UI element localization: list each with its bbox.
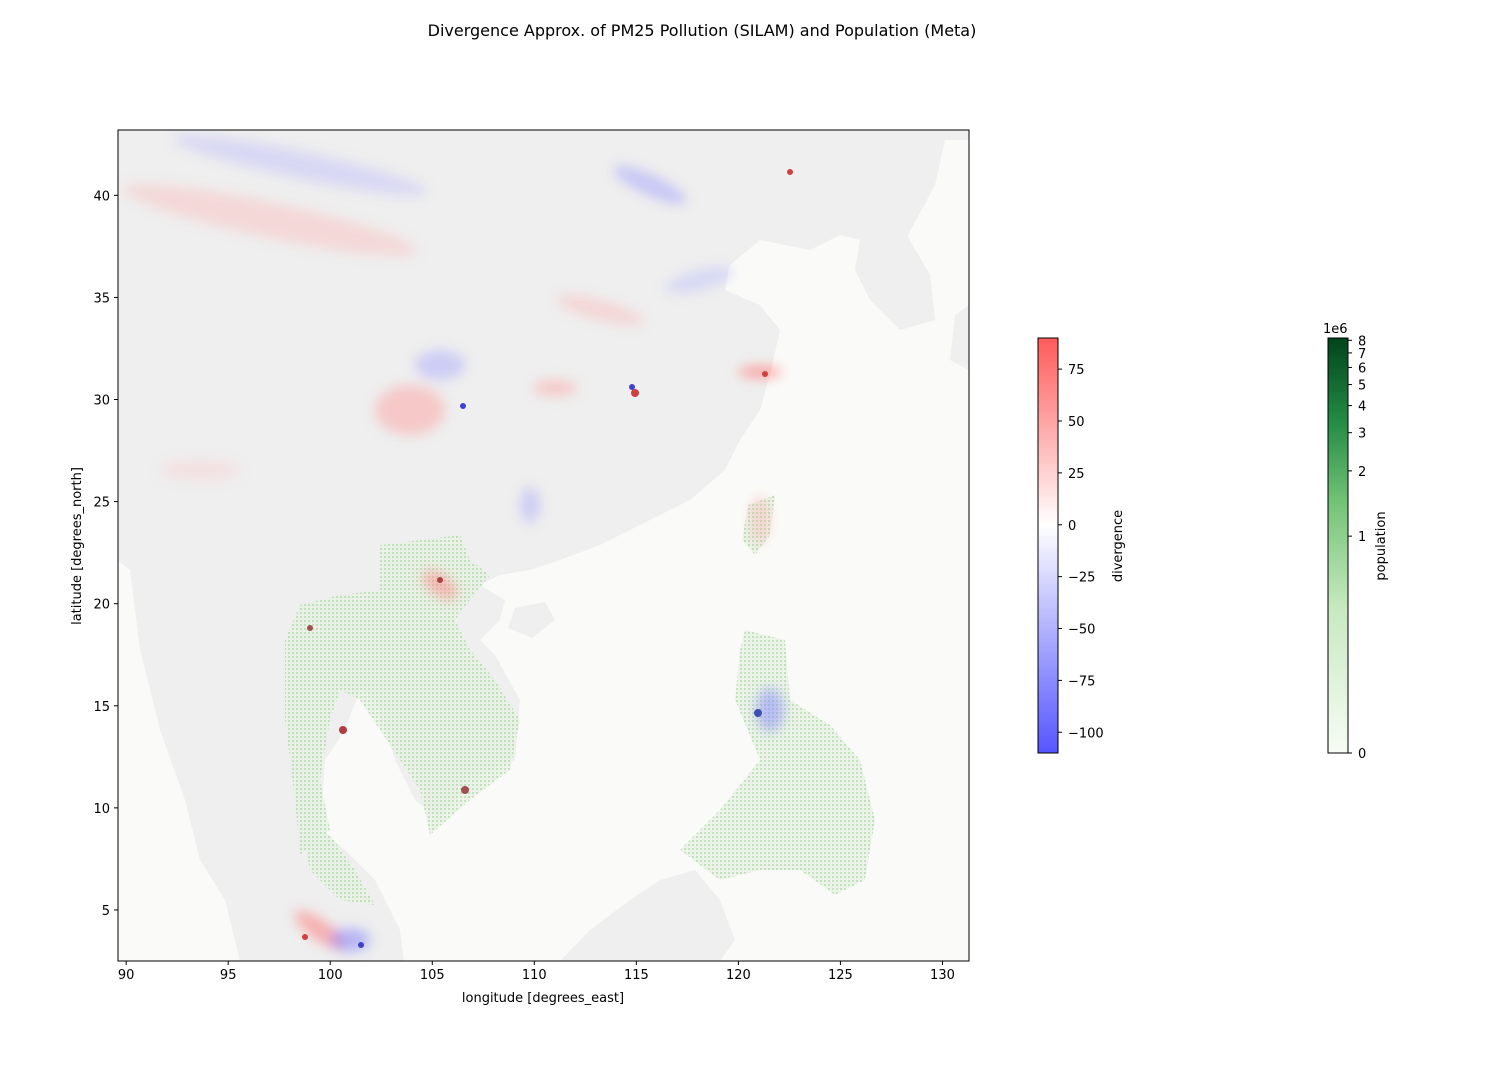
borneo	[560, 870, 735, 961]
y-tick-label: 40	[93, 189, 110, 204]
divergence-hotspot	[339, 726, 347, 734]
divergence-tick-label: 25	[1068, 467, 1085, 482]
x-tick-label: 125	[828, 968, 853, 983]
divergence-negative-area	[613, 165, 687, 205]
population-tick-label: 1	[1358, 530, 1366, 545]
divergence-negative-area	[330, 928, 370, 952]
divergence-negative-area	[666, 266, 734, 294]
population-colorbar-offset: 1e6	[1323, 322, 1348, 337]
divergence-colorbar: 75 50 25 0 −25 −50 −75 −100 divergence	[1037, 337, 1126, 754]
divergence-colorbar-gradient	[1037, 337, 1059, 754]
x-tick-label: 110	[522, 968, 547, 983]
divergence-tick-label: 75	[1068, 363, 1085, 378]
divergence-field	[123, 134, 784, 952]
divergence-positive-area	[533, 380, 577, 396]
divergence-tick-label: −75	[1068, 674, 1095, 689]
divergence-hotspots	[302, 169, 793, 948]
y-axis-label: latitude [degrees_north]	[70, 467, 85, 625]
y-axis-ticks: 5 10 15 20 25 30 35 40	[93, 189, 118, 919]
divergence-tick-label: −50	[1068, 623, 1095, 638]
divergence-tick-label: −25	[1068, 571, 1095, 586]
divergence-positive-area	[160, 460, 240, 480]
x-axis-ticks: 90 95 100 105 110 115 120 125 130	[118, 961, 955, 983]
divergence-hotspot	[358, 942, 364, 948]
population-tick-label: 0	[1358, 747, 1366, 762]
divergence-negative-area	[415, 350, 465, 380]
x-tick-label: 115	[624, 968, 649, 983]
divergence-hotspot	[787, 169, 793, 175]
divergence-hotspot	[762, 371, 768, 377]
hainan-island	[508, 602, 555, 638]
x-tick-label: 90	[118, 968, 135, 983]
divergence-hotspot	[307, 625, 313, 631]
map-frame	[117, 129, 970, 962]
divergence-positive-area	[556, 294, 644, 326]
y-tick-label: 10	[93, 802, 110, 817]
population-philippines	[680, 630, 875, 895]
x-tick-label: 100	[318, 968, 343, 983]
y-tick-label: 30	[93, 394, 110, 409]
population-colorbar-label: population	[1374, 511, 1389, 580]
population-indochina	[285, 535, 520, 855]
map-plot-area: 90 95 100 105 110 115 120 125 130 5 10 15 20 25 30 35 4…	[70, 129, 970, 1006]
x-tick-label: 95	[220, 968, 237, 983]
chart-title: Divergence Approx. of PM25 Pollution (SI…	[428, 21, 977, 40]
divergence-positive-area	[750, 495, 770, 545]
divergence-colorbar-ticks: 75 50 25 0 −25 −50 −75 −100	[1058, 363, 1104, 741]
x-axis-label: longitude [degrees_east]	[462, 991, 624, 1006]
y-tick-label: 20	[93, 598, 110, 613]
divergence-negative-area	[172, 134, 428, 196]
divergence-tick-label: −100	[1068, 726, 1104, 741]
population-colorbar: 876 5 4 3 2 1 0 1e6 population	[1323, 322, 1389, 762]
korea-peninsula	[855, 232, 935, 330]
divergence-positive-area	[123, 184, 417, 256]
population-tick-label: 6	[1358, 361, 1366, 376]
y-tick-label: 35	[93, 291, 110, 306]
divergence-hotspot	[302, 934, 308, 940]
y-tick-label: 15	[93, 700, 110, 715]
divergence-hotspot	[754, 709, 762, 717]
divergence-colorbar-label: divergence	[1111, 510, 1126, 582]
divergence-positive-area	[375, 385, 445, 435]
divergence-tick-label: 0	[1068, 519, 1076, 534]
population-thai-malay	[300, 820, 375, 905]
population-tick-label: 3	[1358, 427, 1366, 442]
y-tick-label: 5	[102, 904, 110, 919]
divergence-positive-area	[422, 570, 458, 600]
divergence-hotspot	[461, 786, 469, 794]
population-tick-label: 8	[1358, 334, 1366, 349]
population-colorbar-ticks: 876 5 4 3 2 1 0	[1348, 334, 1366, 762]
divergence-positive-area	[738, 366, 782, 378]
divergence-hotspot	[460, 403, 466, 409]
divergence-hotspot	[437, 577, 443, 583]
japan-kyushu	[950, 305, 969, 370]
divergence-tick-label: 50	[1068, 415, 1085, 430]
population-tick-label: 2	[1358, 465, 1366, 480]
x-tick-label: 120	[726, 968, 751, 983]
y-tick-label: 25	[93, 496, 110, 511]
population-colorbar-gradient	[1327, 337, 1349, 754]
population-tick-label: 7	[1358, 347, 1366, 362]
divergence-hotspot	[629, 384, 635, 390]
mainland-asia	[118, 130, 969, 961]
population-tick-label: 5	[1358, 379, 1366, 394]
x-tick-label: 130	[930, 968, 955, 983]
population-tick-label: 4	[1358, 400, 1366, 415]
divergence-hotspot	[631, 389, 639, 397]
x-tick-label: 105	[420, 968, 445, 983]
divergence-negative-area	[520, 487, 540, 523]
divergence-negative-area	[756, 688, 784, 732]
